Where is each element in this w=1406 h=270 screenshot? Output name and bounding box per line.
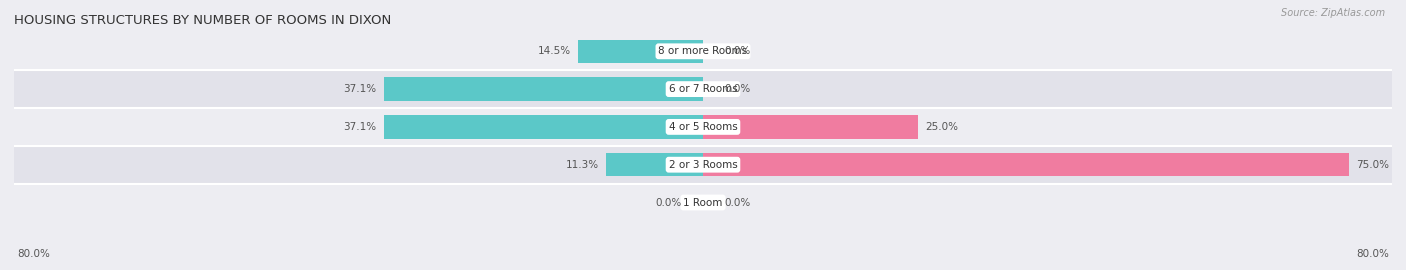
Text: 80.0%: 80.0%	[17, 249, 49, 259]
Text: 25.0%: 25.0%	[925, 122, 957, 132]
Text: 0.0%: 0.0%	[724, 197, 751, 208]
Text: HOUSING STRUCTURES BY NUMBER OF ROOMS IN DIXON: HOUSING STRUCTURES BY NUMBER OF ROOMS IN…	[14, 14, 391, 27]
Text: 14.5%: 14.5%	[538, 46, 571, 56]
Text: 1 Room: 1 Room	[683, 197, 723, 208]
Text: 0.0%: 0.0%	[724, 46, 751, 56]
Text: 37.1%: 37.1%	[343, 122, 377, 132]
Text: 4 or 5 Rooms: 4 or 5 Rooms	[669, 122, 737, 132]
Text: 0.0%: 0.0%	[655, 197, 682, 208]
Bar	[14, 32, 1392, 70]
Bar	[14, 70, 1392, 108]
Text: 8 or more Rooms: 8 or more Rooms	[658, 46, 748, 56]
Text: Source: ZipAtlas.com: Source: ZipAtlas.com	[1281, 8, 1385, 18]
Bar	[14, 184, 1392, 221]
Bar	[384, 77, 703, 101]
Text: 6 or 7 Rooms: 6 or 7 Rooms	[669, 84, 737, 94]
Text: 75.0%: 75.0%	[1355, 160, 1389, 170]
Text: 80.0%: 80.0%	[1357, 249, 1389, 259]
Text: 11.3%: 11.3%	[565, 160, 599, 170]
Bar	[703, 153, 1348, 176]
Text: 0.0%: 0.0%	[724, 84, 751, 94]
Bar	[578, 40, 703, 63]
Bar	[14, 108, 1392, 146]
Bar	[384, 115, 703, 139]
Bar	[14, 146, 1392, 184]
Bar	[606, 153, 703, 176]
Bar	[703, 115, 918, 139]
Text: 2 or 3 Rooms: 2 or 3 Rooms	[669, 160, 737, 170]
Text: 37.1%: 37.1%	[343, 84, 377, 94]
